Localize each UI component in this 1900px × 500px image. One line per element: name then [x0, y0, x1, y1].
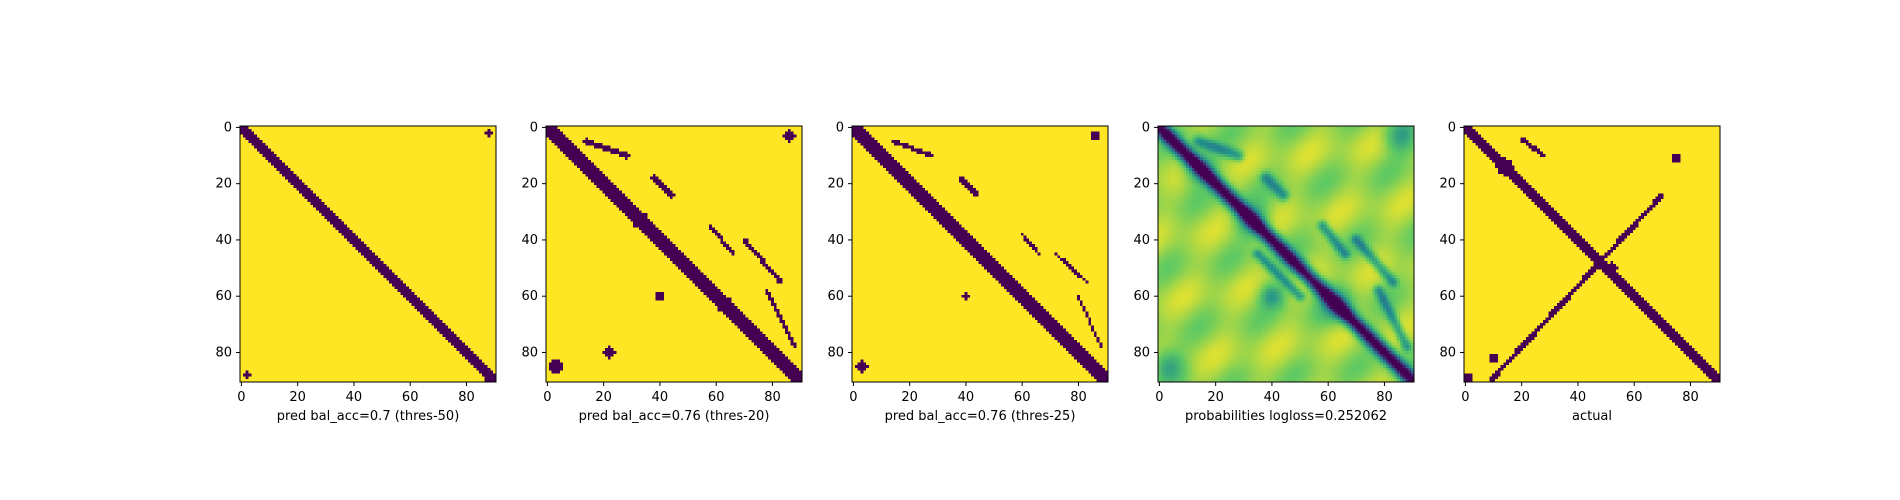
x-tick-label: 40 — [346, 390, 363, 405]
x-tick-label: 40 — [958, 390, 975, 405]
panel-xlabel: pred bal_acc=0.76 (thres-25) — [885, 409, 1076, 424]
x-tick-label: 60 — [1014, 390, 1031, 405]
y-tick-label: 40 — [1133, 233, 1150, 248]
axes-frame — [1157, 125, 1415, 383]
panel-xlabel: probabilities logloss=0.252062 — [1185, 409, 1387, 424]
heatmap-image — [1464, 126, 1720, 382]
x-tick-label: 80 — [1682, 390, 1699, 405]
y-tick-label: 60 — [1439, 289, 1456, 304]
y-tick-label: 40 — [521, 233, 538, 248]
y-tick-label: 80 — [521, 345, 538, 360]
heatmap-image — [546, 126, 802, 382]
x-tick-label: 60 — [1320, 390, 1337, 405]
x-tick-label: 40 — [1264, 390, 1281, 405]
y-tick-label: 60 — [1133, 289, 1150, 304]
x-tick-label: 40 — [1570, 390, 1587, 405]
x-tick-label: 0 — [1461, 390, 1469, 405]
x-tick-label: 20 — [1513, 390, 1530, 405]
y-tick-label: 0 — [1142, 120, 1150, 135]
heatmap-image — [852, 126, 1108, 382]
x-tick-label: 80 — [764, 390, 781, 405]
y-tick-label: 80 — [1133, 345, 1150, 360]
heatmap-image — [240, 126, 496, 382]
heatmap-panel-3: 0 20 40 60 80 0 20 40 60 80 pred bal_acc=0.76 (thr… — [827, 120, 1109, 424]
heatmap-panel-2: 0 20 40 60 80 0 20 40 60 80 pred bal_acc=0.76 (thr… — [521, 120, 803, 424]
y-tick-label: 40 — [827, 233, 844, 248]
y-tick-label: 20 — [215, 177, 232, 192]
x-tick-label: 0 — [543, 390, 551, 405]
x-tick-label: 20 — [1207, 390, 1224, 405]
y-tick-label: 20 — [827, 177, 844, 192]
y-tick-label: 40 — [1439, 233, 1456, 248]
axes-frame — [851, 125, 1109, 383]
y-tick-label: 0 — [530, 120, 538, 135]
x-tick-label: 0 — [849, 390, 857, 405]
y-tick-label: 20 — [521, 177, 538, 192]
x-tick-label: 20 — [901, 390, 918, 405]
x-tick-label: 0 — [237, 390, 245, 405]
panel-xlabel: actual — [1572, 409, 1612, 424]
y-tick-label: 0 — [836, 120, 844, 135]
y-tick-label: 80 — [1439, 345, 1456, 360]
x-tick-label: 60 — [1626, 390, 1643, 405]
y-tick-label: 60 — [827, 289, 844, 304]
x-tick-label: 60 — [402, 390, 419, 405]
x-tick-label: 40 — [652, 390, 669, 405]
y-tick-label: 80 — [827, 345, 844, 360]
heatmap-panel-5: 0 20 40 60 80 0 20 40 60 80 actual — [1439, 120, 1721, 424]
y-tick-label: 0 — [224, 120, 232, 135]
panel-xlabel: pred bal_acc=0.76 (thres-20) — [579, 409, 770, 424]
panel-xlabel: pred bal_acc=0.7 (thres-50) — [277, 409, 460, 424]
y-tick-label: 60 — [215, 289, 232, 304]
heatmap-image — [1158, 126, 1414, 382]
axes-frame — [1463, 125, 1721, 383]
y-tick-label: 20 — [1439, 177, 1456, 192]
x-tick-label: 0 — [1155, 390, 1163, 405]
x-tick-label: 80 — [1376, 390, 1393, 405]
axes-frame — [545, 125, 803, 383]
heatmap-panel-1: 0 20 40 60 80 0 20 40 60 80 pred bal_acc=0.7 (thre… — [215, 120, 497, 424]
x-tick-label: 20 — [595, 390, 612, 405]
y-tick-label: 40 — [215, 233, 232, 248]
x-tick-label: 80 — [458, 390, 475, 405]
y-tick-label: 60 — [521, 289, 538, 304]
x-tick-label: 60 — [708, 390, 725, 405]
axes-frame — [239, 125, 497, 383]
x-tick-label: 80 — [1070, 390, 1087, 405]
y-tick-label: 0 — [1448, 120, 1456, 135]
y-tick-label: 20 — [1133, 177, 1150, 192]
heatmap-panel-4: 0 20 40 60 80 0 20 40 60 80 probabilities logloss=… — [1133, 120, 1415, 424]
x-tick-label: 20 — [289, 390, 306, 405]
y-tick-label: 80 — [215, 345, 232, 360]
